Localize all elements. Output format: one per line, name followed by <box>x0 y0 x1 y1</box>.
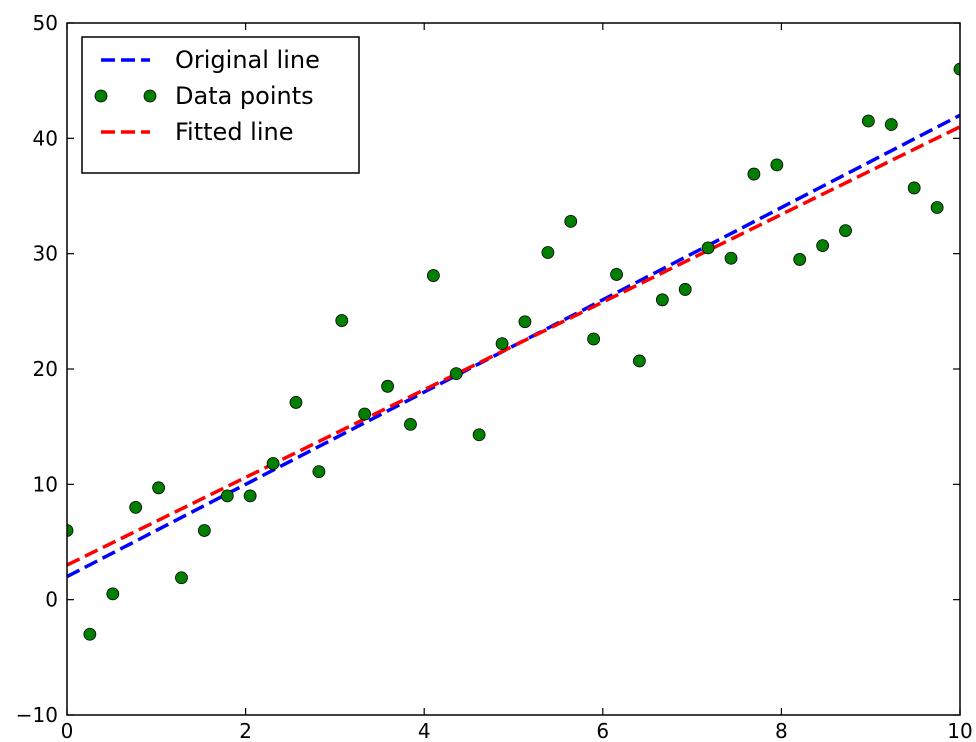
data-point <box>816 239 830 252</box>
legend: Original line Data points Fitted line <box>81 36 360 174</box>
x-tick-label: 8 <box>775 719 788 742</box>
x-tick-label: 10 <box>947 719 972 742</box>
point-series-layer <box>67 62 960 641</box>
y-tick-label: 10 <box>33 472 58 496</box>
data-point <box>197 524 211 537</box>
data-point <box>724 251 738 265</box>
data-point <box>701 241 715 255</box>
data-point <box>747 167 761 181</box>
data-point <box>678 283 692 296</box>
legend-marker <box>143 89 157 103</box>
data-point <box>953 62 960 76</box>
data-point <box>152 481 166 495</box>
data-point <box>358 407 372 421</box>
data-point <box>129 500 143 514</box>
data-point <box>220 489 234 503</box>
data-point <box>67 524 74 537</box>
data-point <box>793 253 807 266</box>
x-tick-label: 4 <box>418 719 431 742</box>
x-tick-label: 0 <box>61 719 74 742</box>
data-point <box>610 268 623 281</box>
y-tick-label: 40 <box>33 126 58 150</box>
data-point <box>564 214 578 228</box>
data-point <box>541 246 555 259</box>
data-point <box>426 269 440 282</box>
data-point <box>289 396 303 409</box>
y-tick-label: 20 <box>33 357 58 381</box>
data-point <box>106 587 120 601</box>
data-point <box>770 158 784 172</box>
data-point <box>472 428 486 442</box>
data-point <box>449 367 463 381</box>
ticks-layer <box>66 22 961 716</box>
x-tick-label: 2 <box>239 719 252 742</box>
legend-label-data-points: Data points <box>175 82 314 110</box>
data-point <box>312 465 326 479</box>
y-tick-label: 50 <box>33 11 58 35</box>
data-point <box>907 181 921 195</box>
y-tick-label: 30 <box>33 242 58 266</box>
data-point <box>861 114 875 128</box>
data-point <box>404 417 417 431</box>
data-point <box>381 379 394 393</box>
data-point <box>633 354 646 368</box>
line-series-layer <box>66 113 961 579</box>
data-point <box>175 571 188 585</box>
original-line-path <box>66 113 961 579</box>
fitted-line-path <box>66 125 961 567</box>
data-point <box>518 315 532 329</box>
data-point <box>243 489 257 503</box>
x-tick-label: 6 <box>596 719 609 742</box>
legend-label-original-line: Original line <box>175 46 320 74</box>
y-tick-label: −10 <box>16 703 58 727</box>
data-point <box>930 201 944 214</box>
data-point <box>266 457 280 470</box>
data-point <box>83 627 97 641</box>
data-point <box>655 293 669 307</box>
data-point <box>335 314 349 327</box>
data-point <box>884 118 898 131</box>
legend-label-fitted-line: Fitted line <box>175 118 294 146</box>
data-point <box>839 224 852 238</box>
series-layer <box>66 62 961 641</box>
data-point <box>495 337 509 351</box>
data-point <box>587 332 601 346</box>
legend-swatch-data-points <box>94 89 157 103</box>
data-points-group <box>67 62 960 641</box>
legend-marker <box>94 89 108 103</box>
y-tick-label: 0 <box>45 588 58 612</box>
